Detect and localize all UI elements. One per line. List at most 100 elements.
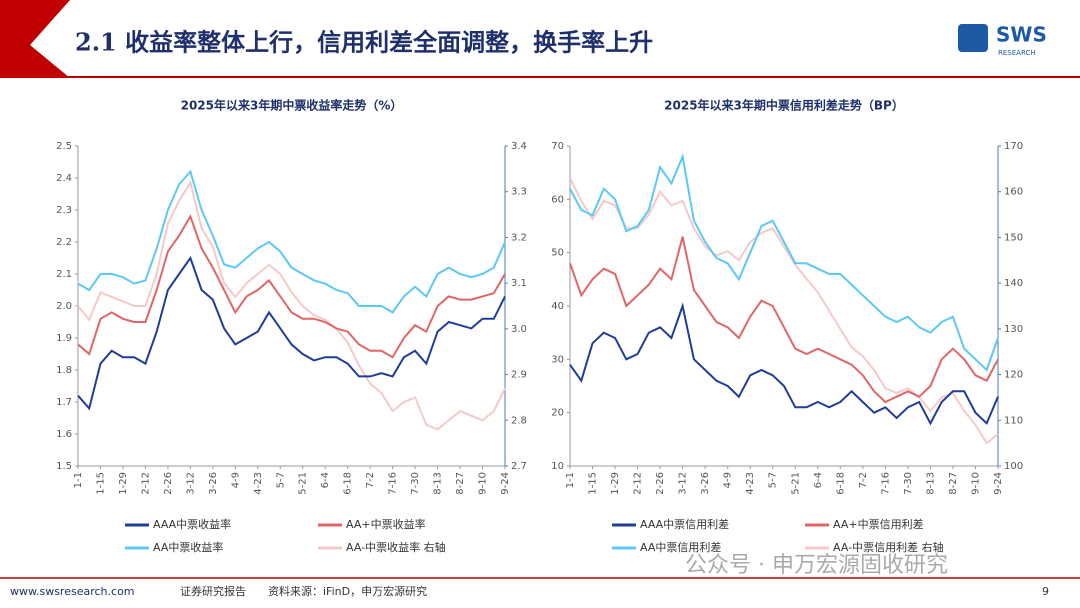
x-tick-label: 6-4 xyxy=(813,472,824,488)
x-tick-label: 1-29 xyxy=(118,472,129,495)
y-tick-label: 2.1 xyxy=(56,269,72,280)
x-tick-label: 7-30 xyxy=(903,472,914,495)
series-line xyxy=(77,255,506,411)
y-tick-label: 70 xyxy=(551,141,564,152)
y2-tick-label: 3.3 xyxy=(511,187,527,198)
x-tick-label: 5-7 xyxy=(275,472,286,488)
x-tick-label: 7-30 xyxy=(410,472,421,495)
x-tick-label: 1-15 xyxy=(588,472,599,495)
x-tick-label: 8-13 xyxy=(433,472,444,495)
y2-tick-label: 150 xyxy=(1004,232,1023,243)
y2-tick-label: 3.1 xyxy=(511,278,527,289)
y-tick-label: 2.5 xyxy=(56,141,72,152)
x-tick-label: 7-16 xyxy=(388,472,399,495)
y-tick-label: 2.0 xyxy=(56,301,72,312)
legend-label: AA+中票信用利差 xyxy=(833,517,924,531)
y-tick-label: 1.5 xyxy=(56,461,72,472)
x-tick-label: 7-16 xyxy=(880,472,891,495)
y2-tick-label: 2.9 xyxy=(511,370,527,381)
x-tick-label: 1-1 xyxy=(73,472,84,488)
legend-label: AA中票信用利差 xyxy=(640,540,721,554)
y2-tick-label: 3.0 xyxy=(511,324,527,335)
y2-tick-label: 160 xyxy=(1004,187,1023,198)
chart-title: 2025年以来3年期中票收益率走势（%） xyxy=(181,98,403,113)
series-line xyxy=(569,153,999,372)
chart-title: 2025年以来3年期中票信用利差走势（BP） xyxy=(664,98,904,113)
y2-tick-label: 3.4 xyxy=(511,141,527,152)
y-tick-label: 1.9 xyxy=(56,333,72,344)
footer-source: 资料来源：iFinD，申万宏源研究 xyxy=(268,584,427,598)
legend-label: AA+中票收益率 xyxy=(346,517,426,531)
x-tick-label: 9-10 xyxy=(478,472,489,495)
x-tick-label: 2-26 xyxy=(163,472,174,495)
y2-tick-label: 2.8 xyxy=(511,415,527,426)
y-tick-label: 2.3 xyxy=(56,205,72,216)
x-tick-label: 3-26 xyxy=(208,472,219,495)
y-tick-label: 30 xyxy=(551,354,564,365)
legend-label: AA-中票收益率 右轴 xyxy=(346,540,446,554)
y-tick-label: 50 xyxy=(551,248,564,259)
x-tick-label: 5-7 xyxy=(768,472,779,488)
x-tick-label: 5-21 xyxy=(790,472,801,495)
footer-report: 证券研究报告 xyxy=(180,584,246,598)
footer-site: www.swsresearch.com xyxy=(10,585,135,598)
y-tick-label: 40 xyxy=(551,301,564,312)
x-tick-label: 5-21 xyxy=(298,472,309,495)
x-tick-label: 1-15 xyxy=(95,472,106,495)
legend-label: AAA中票信用利差 xyxy=(640,517,729,531)
logo-icon xyxy=(958,24,988,52)
x-tick-label: 8-13 xyxy=(925,472,936,495)
y2-tick-label: 2.7 xyxy=(511,461,527,472)
series-line xyxy=(77,214,506,359)
slide-title: 2.1 收益率整体上行，信用利差全面调整，换手率上升 xyxy=(75,28,653,57)
x-tick-label: 2-26 xyxy=(655,472,666,495)
x-tick-label: 4-23 xyxy=(745,472,756,495)
series-line xyxy=(77,180,506,431)
x-tick-label: 4-9 xyxy=(723,472,734,488)
y-tick-label: 20 xyxy=(551,408,564,419)
y-tick-label: 1.6 xyxy=(56,429,72,440)
y2-tick-label: 120 xyxy=(1004,370,1023,381)
header-accent xyxy=(0,0,70,78)
x-tick-label: 2-12 xyxy=(140,472,151,495)
y2-tick-label: 3.2 xyxy=(511,232,527,243)
y-tick-label: 1.7 xyxy=(56,397,72,408)
y-tick-label: 10 xyxy=(551,461,564,472)
legend-label: AA-中票信用利差 右轴 xyxy=(833,540,944,554)
x-tick-label: 7-2 xyxy=(365,472,376,488)
logo-sub: RESEARCH xyxy=(998,49,1036,57)
x-tick-label: 3-12 xyxy=(678,472,689,495)
series-line xyxy=(569,236,999,404)
y-tick-label: 2.2 xyxy=(56,237,72,248)
x-tick-label: 3-12 xyxy=(185,472,196,495)
x-tick-label: 6-18 xyxy=(343,472,354,495)
x-tick-label: 8-27 xyxy=(455,472,466,495)
x-tick-label: 2-12 xyxy=(633,472,644,495)
y2-tick-label: 110 xyxy=(1004,415,1023,426)
x-tick-label: 4-9 xyxy=(230,472,241,488)
x-tick-label: 8-27 xyxy=(948,472,959,495)
x-tick-label: 6-18 xyxy=(835,472,846,495)
y2-tick-label: 170 xyxy=(1004,141,1023,152)
x-tick-label: 7-2 xyxy=(858,472,869,488)
series-line xyxy=(569,302,999,426)
x-tick-label: 6-4 xyxy=(320,472,331,488)
x-tick-label: 4-23 xyxy=(253,472,264,495)
page-number: 9 xyxy=(1042,585,1049,598)
x-tick-label: 9-24 xyxy=(500,472,511,495)
x-tick-label: 9-10 xyxy=(970,472,981,495)
logo-name: SWS xyxy=(996,23,1047,47)
x-tick-label: 1-1 xyxy=(565,472,576,488)
series-line xyxy=(77,169,506,314)
x-tick-label: 9-24 xyxy=(993,472,1004,495)
y2-tick-label: 100 xyxy=(1004,461,1023,472)
y-tick-label: 1.8 xyxy=(56,365,72,376)
series-line xyxy=(569,177,999,445)
y-tick-label: 60 xyxy=(551,194,564,205)
legend-label: AA中票收益率 xyxy=(153,540,223,554)
legend-label: AAA中票收益率 xyxy=(153,517,231,531)
y-tick-label: 2.4 xyxy=(56,173,72,184)
x-tick-label: 3-26 xyxy=(700,472,711,495)
watermark: 公众号 · 申万宏源固收研究 xyxy=(685,553,948,578)
